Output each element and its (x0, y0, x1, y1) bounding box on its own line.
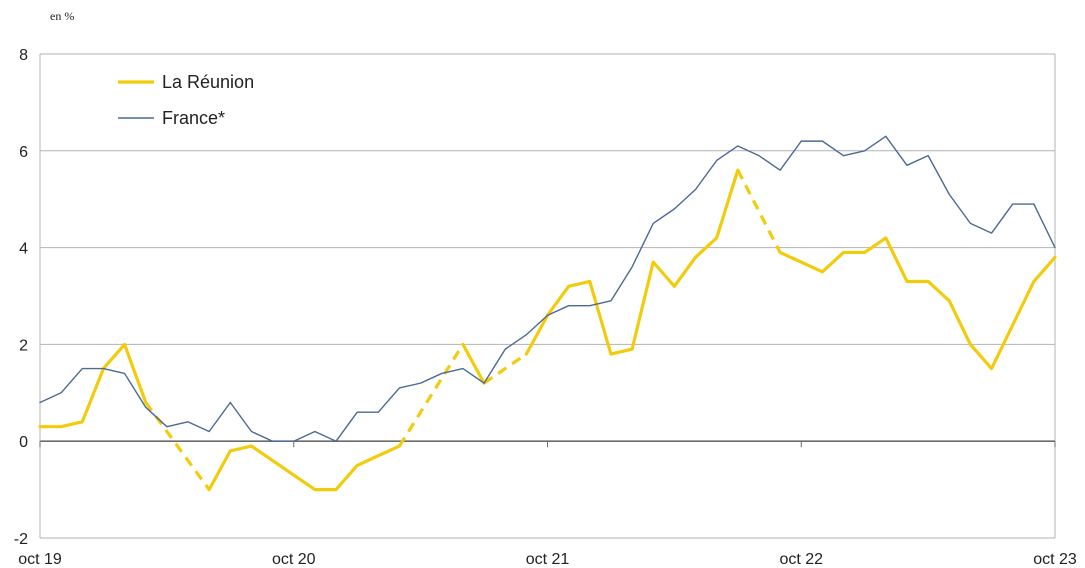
y-unit-label: en % (50, 9, 75, 23)
y-tick-label: 8 (19, 47, 28, 64)
x-tick-label: oct 20 (272, 551, 316, 568)
legend-label: France* (162, 108, 225, 128)
series-line-la-reunion (461, 342, 486, 385)
x-tick-label: oct 21 (526, 551, 570, 568)
y-tick-label: -2 (14, 531, 28, 548)
axes: -2 0 2 4 6 8 oct 19 oct 20 oct 21 oct 22 oct 23 (14, 47, 1077, 568)
legend: La Réunion France* (118, 72, 254, 128)
y-tick-label: 0 (19, 434, 28, 451)
series-gap-dashed (398, 343, 465, 447)
series-gap-dashed (736, 169, 782, 254)
x-tick-label: oct 19 (18, 551, 62, 568)
x-tick-label: oct 22 (779, 551, 823, 568)
x-tick-label: oct 23 (1033, 551, 1077, 568)
series-line-france (39, 135, 1056, 442)
series-line-la-reunion (524, 168, 740, 356)
series-line-la-reunion (778, 236, 1057, 371)
legend-label: La Réunion (162, 72, 254, 92)
y-tick-label: 2 (19, 337, 28, 354)
series-gap-dashed (483, 352, 528, 385)
y-tick-label: 6 (19, 144, 28, 161)
series-lines (38, 135, 1057, 492)
series-line-la-reunion (207, 444, 402, 492)
y-tick-label: 4 (19, 241, 28, 258)
series-line-la-reunion (38, 342, 148, 429)
